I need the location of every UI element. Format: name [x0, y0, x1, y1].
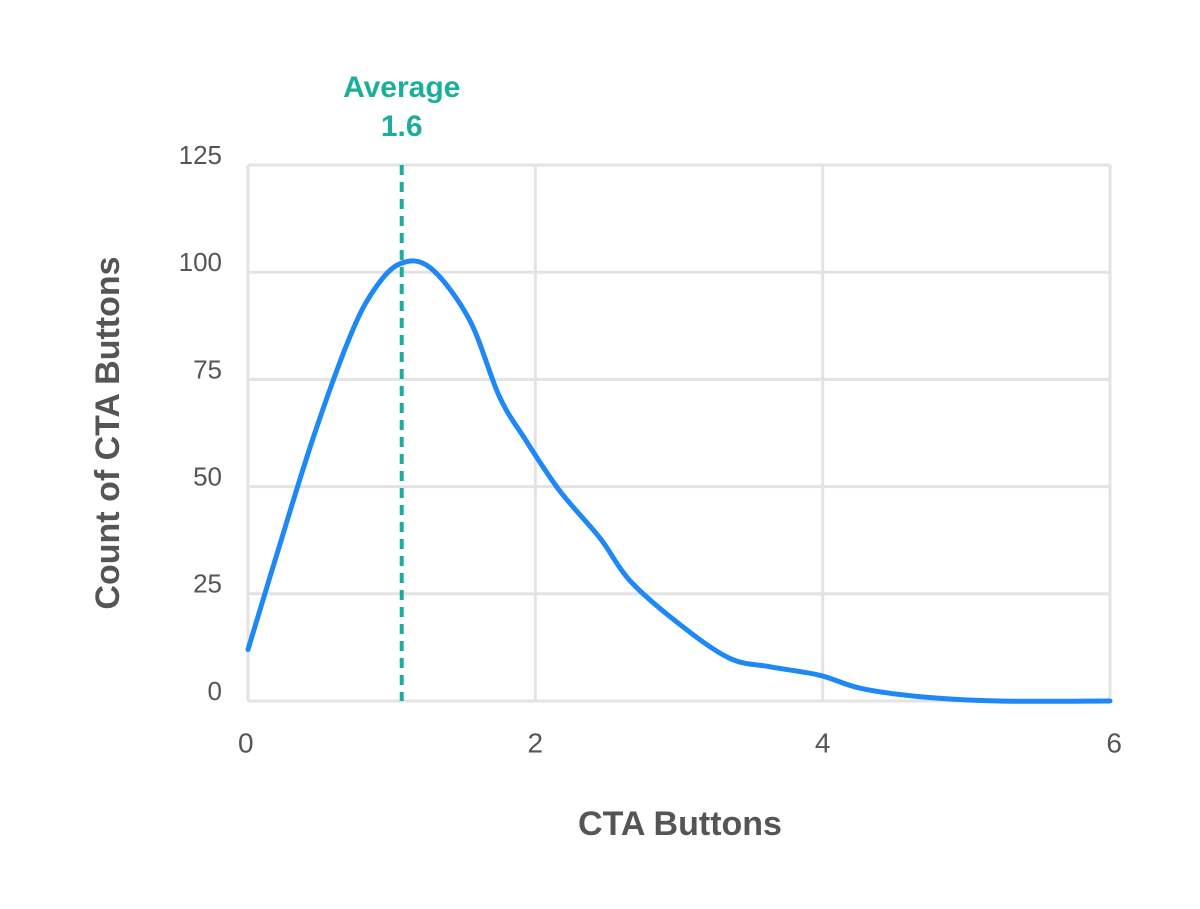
y-tick-label: 75 [193, 354, 222, 384]
y-axis-title: Count of CTA Buttons [89, 256, 127, 609]
y-tick-label: 100 [179, 247, 222, 277]
y-tick-label: 25 [193, 569, 222, 599]
line [245, 258, 1113, 704]
x-tick-label: 0 [238, 727, 254, 758]
y-tick-label: 50 [193, 461, 222, 491]
x-tick-label: 4 [815, 727, 831, 758]
annotation-title: Average [343, 71, 460, 104]
x-tick-label: 6 [1106, 727, 1122, 758]
y-tick-label: 0 [208, 676, 222, 706]
annotation-value: 1.6 [381, 110, 423, 143]
x-tick-label: 2 [528, 727, 544, 758]
y-tick-label: 125 [179, 140, 222, 170]
x-axis-title: CTA Buttons [578, 805, 782, 843]
